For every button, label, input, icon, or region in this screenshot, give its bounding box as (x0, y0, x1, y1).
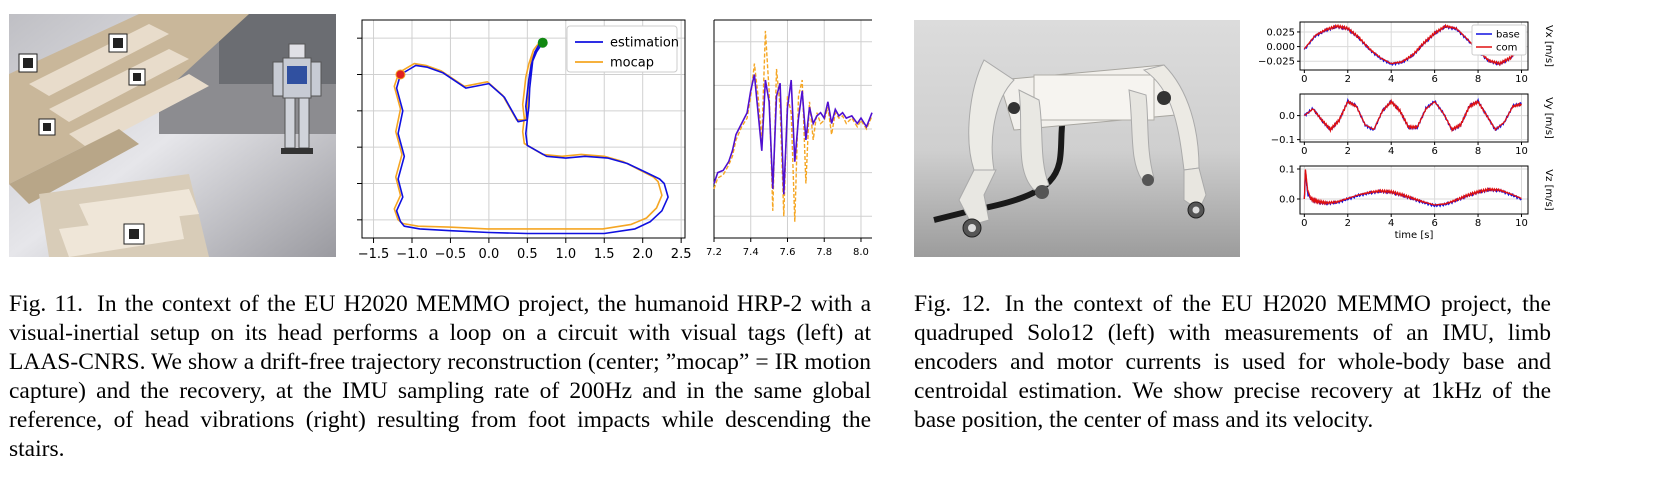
vx-chart: 0 2 4 6 8 10 0.025 0.000 −0.025 Vx [m/s] base com (1258, 21, 1554, 85)
x-tick-label: 10 (1515, 218, 1528, 229)
x-tick-label: −1.0 (396, 247, 428, 262)
series-estimation-line (395, 37, 669, 235)
x-tick-label: 8 (1475, 218, 1481, 229)
x-tick-label: 10 (1515, 146, 1528, 157)
x-tick-label: 0 (1301, 218, 1307, 229)
trajectory-chart: −1.5 −1.0 −0.5 0.0 0.5 1.0 1.5 2.0 2.5 estimation… (357, 19, 692, 262)
x-tick-label: 0 (1301, 74, 1307, 85)
plot-frame (361, 19, 686, 239)
x-tick-label: 1.0 (555, 247, 576, 262)
x-tick-label: −1.5 (358, 247, 390, 262)
plot-frame (1299, 21, 1529, 71)
plot-frame (1299, 93, 1529, 143)
head-vibration-chart: 7.2 7.4 7.6 7.8 8.0 (706, 19, 873, 258)
x-tick-label: 0.0 (479, 247, 500, 262)
x-tick-label: 0 (1301, 146, 1307, 157)
plot-frame (1299, 165, 1529, 215)
y-axis-label: Vx [m/s] (1543, 25, 1554, 67)
end-marker (395, 69, 406, 80)
legend-label-estimation: estimation (610, 36, 679, 51)
vy-chart: 0 2 4 6 8 10 0.0 −0.1 Vy [m/s] (1271, 93, 1554, 157)
y-tick-label: 0.0 (1279, 111, 1295, 122)
x-tick-label: 2 (1345, 146, 1351, 157)
x-tick-label: 6 (1431, 218, 1437, 229)
y-axis-label: Vz [m/s] (1543, 169, 1554, 210)
x-tick-label: 6 (1431, 74, 1437, 85)
quadruped-robot-photo (914, 20, 1240, 257)
y-tick-label: −0.025 (1258, 57, 1295, 68)
x-tick-label: 7.6 (780, 247, 796, 258)
x-tick-label: 4 (1388, 74, 1394, 85)
x-axis-label: time [s] (1395, 230, 1434, 241)
start-marker (537, 37, 548, 48)
x-tick-label: 0.5 (517, 247, 538, 262)
humanoid-robot-on-stairs-photo (9, 14, 336, 257)
x-tick-label: 1.5 (594, 247, 615, 262)
x-tick-label: −0.5 (435, 247, 467, 262)
vz-chart: 0 2 4 6 8 10 0.1 0.0 Vz [m/s] time [s] (1279, 165, 1554, 242)
legend-label-base: base (1496, 30, 1520, 41)
figure-12-label: Fig. 12. (914, 291, 991, 317)
legend-label-mocap: mocap (610, 56, 654, 71)
series-com-line (1303, 98, 1523, 134)
x-tick-label: 7.2 (706, 247, 722, 258)
x-tick-label: 2 (1345, 218, 1351, 229)
x-tick-label: 7.8 (816, 247, 832, 258)
trajectory-legend: estimation mocap (566, 25, 679, 73)
series-estimation-line (713, 74, 873, 195)
figure-11-caption: Fig. 11. In the context of the EU H2020 M… (9, 290, 871, 464)
velocity-legend: base com (1471, 24, 1527, 56)
series-mocap-line (713, 30, 873, 222)
y-tick-label: 0.0 (1279, 195, 1295, 206)
y-tick-label: 0.1 (1279, 165, 1295, 176)
x-tick-label: 7.4 (743, 247, 759, 258)
series-com-line (1303, 169, 1522, 206)
figure-11-caption-text: In the context of the EU H2020 MEMMO pro… (9, 291, 871, 462)
y-tick-label: 0.000 (1266, 42, 1295, 53)
y-tick-label: −0.1 (1271, 135, 1295, 146)
legend-box (566, 25, 678, 73)
legend-label-com: com (1496, 43, 1517, 54)
x-tick-label: 2.0 (632, 247, 653, 262)
figure-11-label: Fig. 11. (9, 291, 84, 317)
x-tick-label: 4 (1388, 218, 1394, 229)
x-tick-label: 6 (1431, 146, 1437, 157)
x-tick-label: 8.0 (853, 247, 869, 258)
x-tick-label: 2 (1345, 74, 1351, 85)
y-axis-label: Vy [m/s] (1543, 97, 1554, 139)
x-tick-label: 8 (1475, 146, 1481, 157)
figure-12-caption: Fig. 12. In the context of the EU H2020 M… (914, 290, 1551, 435)
x-tick-label: 2.5 (671, 247, 692, 262)
y-tick-label: 0.025 (1266, 27, 1295, 38)
series-base-line (1303, 97, 1522, 132)
x-tick-label: 8 (1475, 74, 1481, 85)
x-tick-label: 4 (1388, 146, 1394, 157)
series-com-line (1303, 23, 1522, 67)
x-tick-label: 10 (1515, 74, 1528, 85)
figure-12-caption-text: In the context of the EU H2020 MEMMO pro… (914, 291, 1551, 433)
